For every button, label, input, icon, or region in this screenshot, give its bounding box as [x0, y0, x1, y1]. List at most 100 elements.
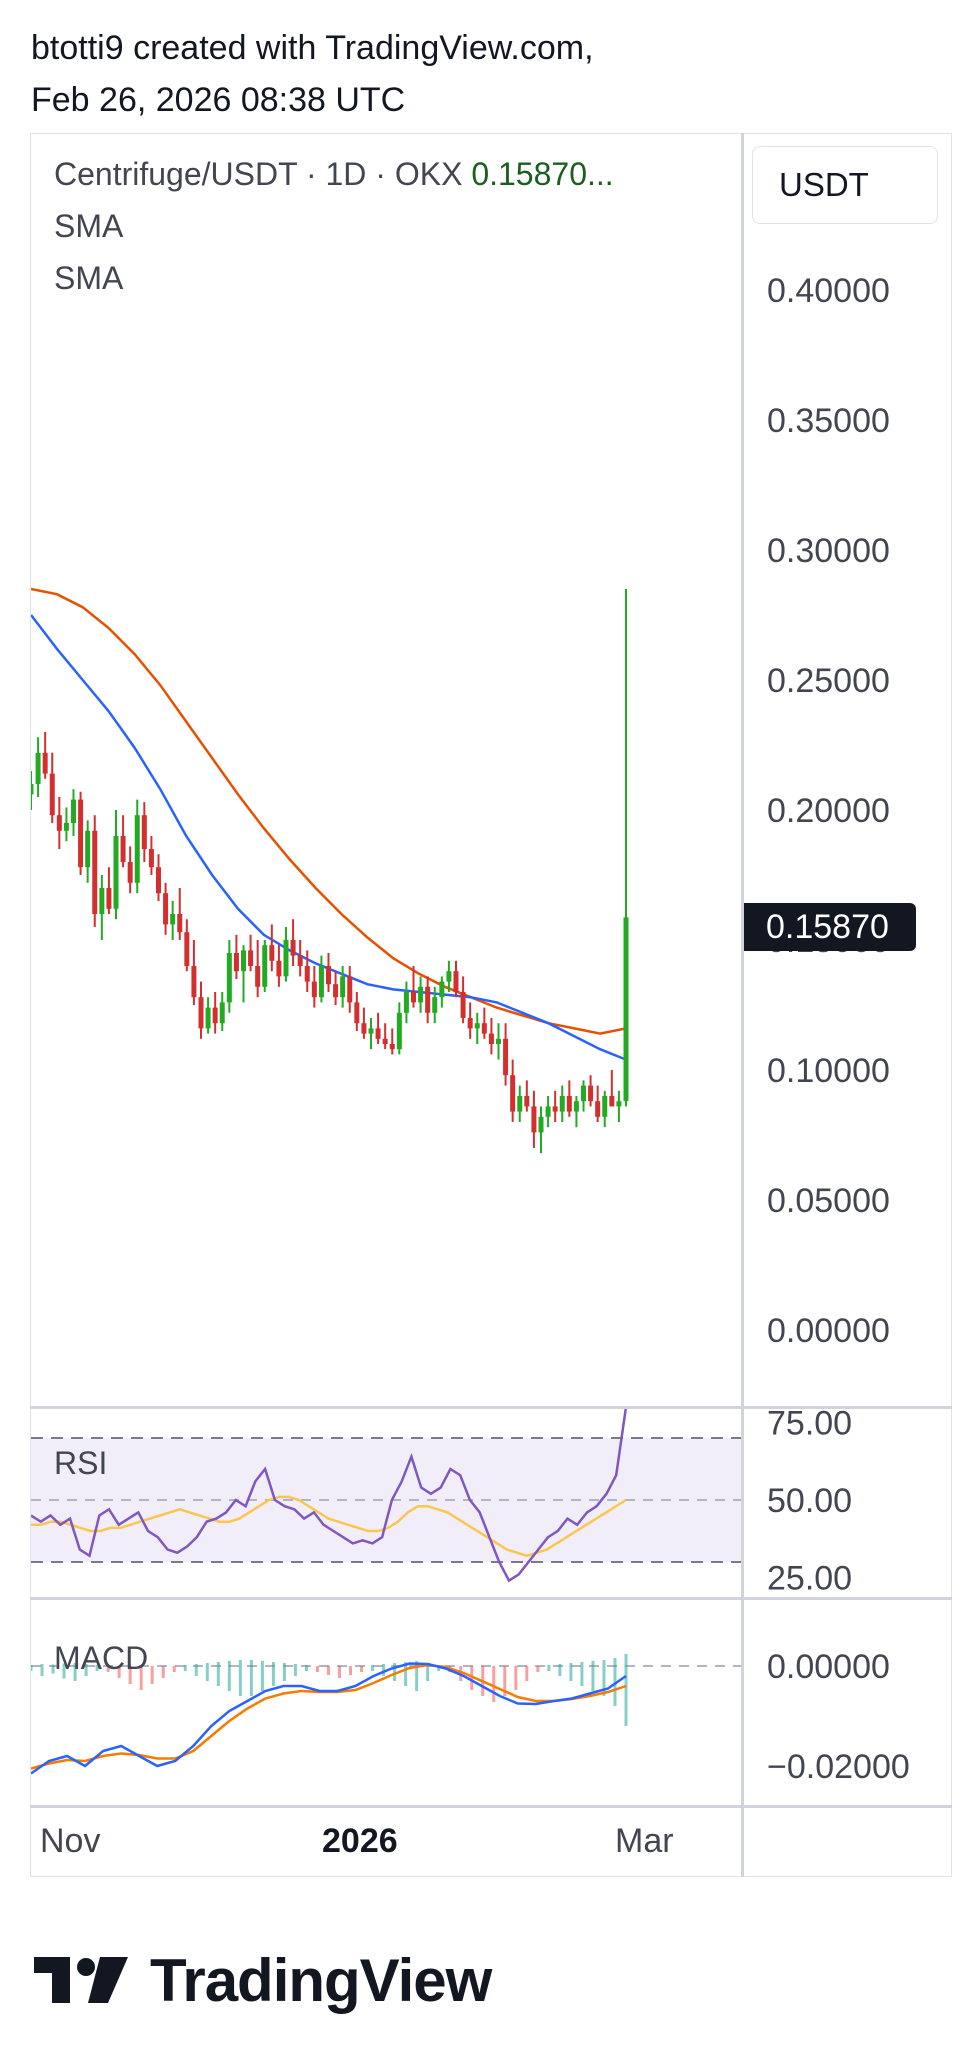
macd-histogram-bar: [327, 1666, 330, 1675]
candle-body: [106, 888, 112, 909]
price-axis-tick: 0.25000: [767, 662, 890, 700]
macd-histogram-bar: [613, 1658, 617, 1706]
candle-body: [595, 1101, 601, 1117]
macd-histogram-bar: [117, 1666, 121, 1678]
legend-symbol[interactable]: Centrifuge/USDT · 1D · OKX: [54, 156, 463, 192]
candle-body: [262, 945, 268, 987]
candle-body: [120, 836, 126, 862]
rsi-line: [31, 1409, 627, 1583]
candle-body: [42, 752, 48, 774]
candle-body: [361, 1023, 367, 1034]
macd-axis-labels: 0.00000 −0.02000: [767, 1648, 910, 1786]
legend-sma-fast[interactable]: SMA: [54, 208, 124, 244]
candle-body: [460, 992, 466, 1018]
price-axis-labels: 0.400000.350000.300000.250000.200000.150…: [767, 272, 890, 1350]
candle-body: [333, 984, 339, 998]
candle-body: [31, 784, 34, 795]
macd-line: [31, 1662, 627, 1775]
legend-sma-slow[interactable]: SMA: [54, 260, 124, 296]
macd-histogram-bar: [282, 1663, 286, 1681]
caption-date: Feb 26, 2026 08:38 UTC: [31, 81, 406, 119]
candle-body: [503, 1038, 509, 1076]
candle-body: [184, 932, 190, 966]
candle-body: [510, 1075, 516, 1112]
candle-body: [446, 971, 452, 982]
candle-body: [432, 997, 438, 1013]
candle-body: [127, 862, 133, 883]
series-legend[interactable]: Centrifuge/USDT · 1D · OKX 0.15870...: [54, 156, 614, 193]
price-scale-divider[interactable]: [741, 133, 744, 1877]
macd-histogram-bar: [503, 1666, 507, 1696]
macd-histogram-bar: [40, 1664, 44, 1676]
price-axis-tick: 0.00000: [767, 1312, 890, 1350]
price-pane[interactable]: [29, 587, 629, 1154]
macd-histogram-bar: [371, 1665, 375, 1671]
rsi-pane-label[interactable]: RSI: [54, 1445, 108, 1481]
x-tick-2026: 2026: [322, 1822, 398, 1860]
macd-histogram-bar: [349, 1666, 353, 1675]
rsi-axis-tick: 50.00: [767, 1482, 852, 1520]
macd-axis-tick: 0.00000: [767, 1648, 890, 1686]
macd-pane[interactable]: [30, 1654, 742, 1775]
candle-body: [474, 1023, 480, 1029]
candle-body: [616, 1101, 622, 1107]
candle-body: [163, 893, 169, 925]
candle-body: [283, 940, 289, 977]
macd-histogram-bar: [106, 1666, 110, 1672]
macd-histogram-bar: [602, 1660, 606, 1696]
candle-body: [148, 849, 154, 868]
candle-body: [453, 971, 459, 992]
macd-histogram-bar: [205, 1663, 209, 1681]
candle-body: [212, 1007, 218, 1024]
candle-body: [403, 992, 409, 1013]
pane-divider-macd[interactable]: [30, 1597, 952, 1600]
macd-histogram-bar: [558, 1664, 562, 1676]
candle-body: [71, 799, 76, 823]
candle-body: [411, 992, 416, 1003]
pane-divider-rsi[interactable]: [30, 1406, 952, 1409]
candle-body: [609, 1096, 615, 1107]
currency-button[interactable]: USDT: [752, 146, 938, 224]
tradingview-logo[interactable]: TradingView: [34, 1945, 492, 2015]
macd-histogram-bar: [547, 1665, 551, 1671]
macd-histogram-bar: [338, 1666, 342, 1678]
price-axis-tick: 0.30000: [767, 532, 890, 570]
macd-histogram-bar: [624, 1654, 628, 1726]
macd-histogram-bar: [470, 1666, 474, 1690]
candle-body: [531, 1106, 537, 1133]
rsi-pane[interactable]: [31, 1407, 741, 1583]
candle-body: [141, 815, 147, 849]
candle-body: [99, 888, 105, 914]
macd-histogram-bar: [271, 1662, 275, 1686]
candle-body: [375, 1028, 381, 1039]
candle-body: [255, 966, 261, 987]
candle-body: [304, 966, 310, 982]
candle-body: [63, 823, 69, 831]
rsi-axis-tick: 75.00: [767, 1405, 852, 1443]
candle-body: [566, 1096, 572, 1112]
macd-histogram-bar: [150, 1666, 154, 1684]
chart-frame: [30, 133, 952, 1877]
candle-body: [517, 1096, 523, 1112]
time-scale-divider: [30, 1805, 952, 1808]
candle-body: [226, 953, 232, 1003]
macd-histogram-bar: [31, 1665, 33, 1671]
legend-price: 0.15870...: [471, 156, 614, 192]
macd-histogram-bar: [393, 1663, 397, 1681]
macd-histogram-bar: [426, 1663, 430, 1681]
macd-histogram-bar: [569, 1663, 573, 1681]
candle-body: [425, 986, 431, 1013]
macd-histogram-bar: [293, 1664, 297, 1676]
candle-body: [354, 1002, 360, 1024]
candle-body: [92, 830, 98, 914]
candle-body: [581, 1085, 586, 1102]
macd-histogram-bar: [216, 1662, 220, 1686]
brand-wordmark: TradingView: [150, 1946, 492, 2014]
candle-body: [156, 867, 161, 894]
macd-histogram-bar: [580, 1662, 584, 1686]
chart-caption: btotti9 created with TradingView.com, Fe…: [31, 22, 594, 126]
macd-pane-label[interactable]: MACD: [54, 1640, 149, 1676]
macd-histogram-bar: [404, 1662, 408, 1686]
candle-body: [439, 981, 445, 998]
